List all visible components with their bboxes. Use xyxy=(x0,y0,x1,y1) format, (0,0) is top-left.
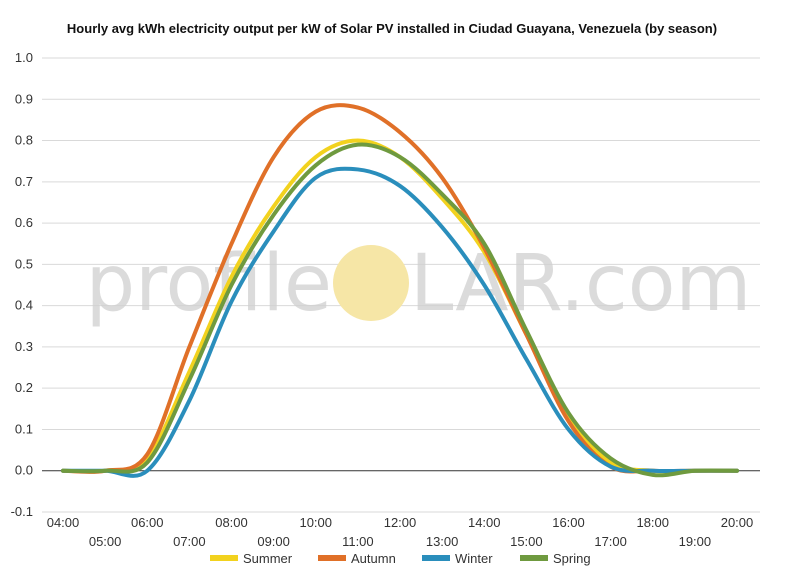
legend-swatch xyxy=(210,555,238,561)
y-tick-label: 0.9 xyxy=(15,91,33,106)
watermark: profile LAR.com xyxy=(86,239,752,329)
x-tick-label: 16:00 xyxy=(552,515,585,530)
legend-label: Winter xyxy=(455,551,493,566)
watermark-sun xyxy=(333,245,409,321)
y-tick-label: 0.2 xyxy=(15,380,33,395)
legend-swatch xyxy=(318,555,346,561)
y-axis-ticks: -0.1 0.0 0.1 0.2 0.3 0.4 0.5 0.6 0.7 0.8 0.9 1.0 xyxy=(11,50,33,519)
x-tick-label: 13:00 xyxy=(426,534,459,549)
x-tick-label: 19:00 xyxy=(679,534,712,549)
legend-swatch xyxy=(520,555,548,561)
legend-item-autumn[interactable]: Autumn xyxy=(318,551,396,566)
y-tick-label: 0.8 xyxy=(15,133,33,148)
series-line-spring xyxy=(61,142,739,478)
y-tick-label: 0.5 xyxy=(15,256,33,271)
y-tick-label: 0.3 xyxy=(15,339,33,354)
x-tick-label: 09:00 xyxy=(257,534,290,549)
series-line-winter xyxy=(61,166,739,478)
x-tick-label: 14:00 xyxy=(468,515,501,530)
y-tick-label: 1.0 xyxy=(15,50,33,65)
x-tick-label: 12:00 xyxy=(384,515,417,530)
series-lines xyxy=(61,103,739,478)
watermark-text-right: LAR.com xyxy=(410,239,751,329)
y-tick-label: 0.0 xyxy=(15,463,33,478)
legend-swatch xyxy=(422,555,450,561)
y-tick-label: 0.4 xyxy=(15,298,33,313)
y-tick-label: 0.6 xyxy=(15,215,33,230)
watermark-text-left: profile xyxy=(86,239,332,329)
chart-title: Hourly avg kWh electricity output per kW… xyxy=(67,21,717,36)
x-tick-label: 18:00 xyxy=(636,515,669,530)
x-tick-label: 06:00 xyxy=(131,515,164,530)
x-tick-label: 20:00 xyxy=(721,515,754,530)
x-tick-label: 05:00 xyxy=(89,534,122,549)
legend[interactable]: Summer Autumn Winter Spring xyxy=(210,551,591,566)
x-tick-label: 17:00 xyxy=(594,534,627,549)
legend-label: Autumn xyxy=(351,551,396,566)
legend-label: Summer xyxy=(243,551,293,566)
legend-label: Spring xyxy=(553,551,591,566)
y-tick-label: 0.1 xyxy=(15,421,33,436)
legend-item-summer[interactable]: Summer xyxy=(210,551,293,566)
x-tick-label: 07:00 xyxy=(173,534,206,549)
x-tick-label: 15:00 xyxy=(510,534,543,549)
x-axis-ticks: 04:00 05:00 06:00 07:00 08:00 09:00 10:00 11:00… xyxy=(47,515,754,549)
x-tick-label: 08:00 xyxy=(215,515,248,530)
x-tick-label: 10:00 xyxy=(299,515,332,530)
y-tick-label: -0.1 xyxy=(11,504,33,519)
y-tick-label: 0.7 xyxy=(15,174,33,189)
legend-item-spring[interactable]: Spring xyxy=(520,551,591,566)
x-tick-label: 11:00 xyxy=(342,534,374,549)
legend-item-winter[interactable]: Winter xyxy=(422,551,493,566)
x-tick-label: 04:00 xyxy=(47,515,80,530)
